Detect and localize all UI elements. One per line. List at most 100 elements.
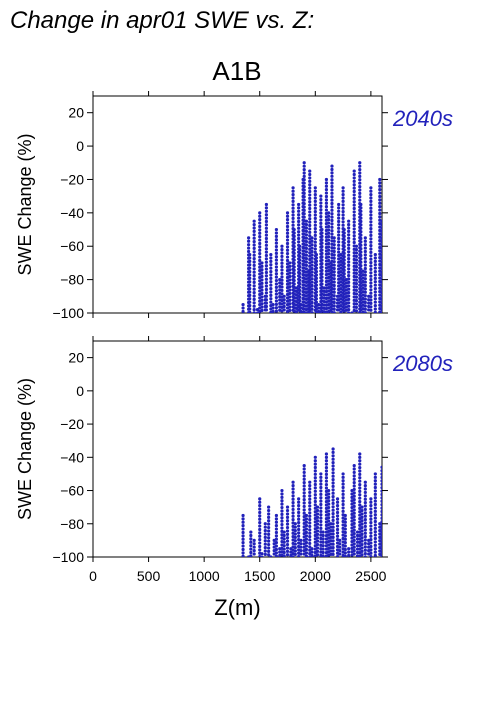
data-point [260,308,264,313]
data-point [369,220,373,224]
data-point [337,243,341,247]
data-point [293,528,297,533]
data-point [274,299,279,303]
data-point [304,541,309,545]
data-point [313,493,317,497]
data-point [352,494,356,498]
data-point [330,174,334,178]
data-point [341,509,345,513]
data-point [369,227,373,231]
data-point [313,233,317,238]
data-point [302,212,306,216]
data-point [315,536,320,540]
data-point [354,244,359,248]
data-point [308,484,312,488]
data-point [332,304,336,308]
data-point [260,291,264,296]
data-point [274,265,279,269]
data-point [369,531,373,535]
data-point [369,541,373,545]
data-point [315,546,320,550]
data-point [292,265,296,269]
data-point [258,517,262,521]
data-point [269,293,273,297]
data-point [297,514,301,518]
data-point [241,551,245,555]
data-point [310,277,314,281]
data-point [252,239,256,244]
data-point [292,255,296,259]
data-point [342,258,346,262]
data-point [324,452,329,456]
data-point [258,248,262,252]
data-point [335,504,340,508]
y-tick-label: −100 [52,549,84,565]
data-point [241,520,245,524]
data-point [330,164,334,168]
data-point [302,477,306,481]
data-point [252,229,256,233]
data-point [359,260,363,264]
data-point [369,524,373,528]
data-point [369,504,373,508]
data-point [267,512,271,516]
data-point [241,524,245,528]
data-point [292,275,296,279]
data-point [285,553,290,557]
data-point [310,553,314,557]
data-point [324,194,329,199]
data-point [248,276,252,280]
data-point [280,502,284,506]
data-point [310,243,314,247]
data-point [310,547,314,551]
data-point [288,305,292,309]
data-point [330,178,334,182]
data-point [320,268,324,272]
data-point [369,189,373,193]
data-point [310,550,314,554]
data-point [269,280,273,284]
data-point [299,538,303,542]
data-point [380,492,382,497]
data-point [369,216,373,221]
data-point [341,496,345,500]
data-point [341,472,345,476]
data-point [358,469,362,473]
data-point [359,250,363,254]
data-point [319,499,323,503]
data-point [308,203,312,207]
data-point [260,278,264,282]
data-point [373,550,377,554]
data-point [292,258,296,262]
data-point [294,306,299,310]
data-point [363,531,367,535]
data-point [342,251,346,255]
data-point [282,533,286,538]
data-point [310,304,314,308]
data-point [331,495,335,499]
data-point [327,224,331,229]
data-point [363,545,367,549]
data-point [352,477,356,481]
data-point [248,283,252,287]
data-point [347,311,351,313]
data-point [352,189,356,194]
data-point [335,514,340,518]
data-point [280,492,284,496]
data-point [315,529,320,533]
data-point [252,250,256,254]
data-point [319,526,323,530]
data-point [330,225,334,229]
data-point [352,213,356,217]
y-tick-label: 20 [68,105,84,121]
data-point [363,501,367,505]
data-point [298,258,302,262]
data-point [308,230,312,234]
data-point [352,491,356,495]
data-point [267,532,271,536]
data-point [352,203,356,207]
data-point [352,237,356,241]
data-point [269,269,273,274]
data-point [373,482,377,486]
y-tick-label: −40 [60,205,84,221]
